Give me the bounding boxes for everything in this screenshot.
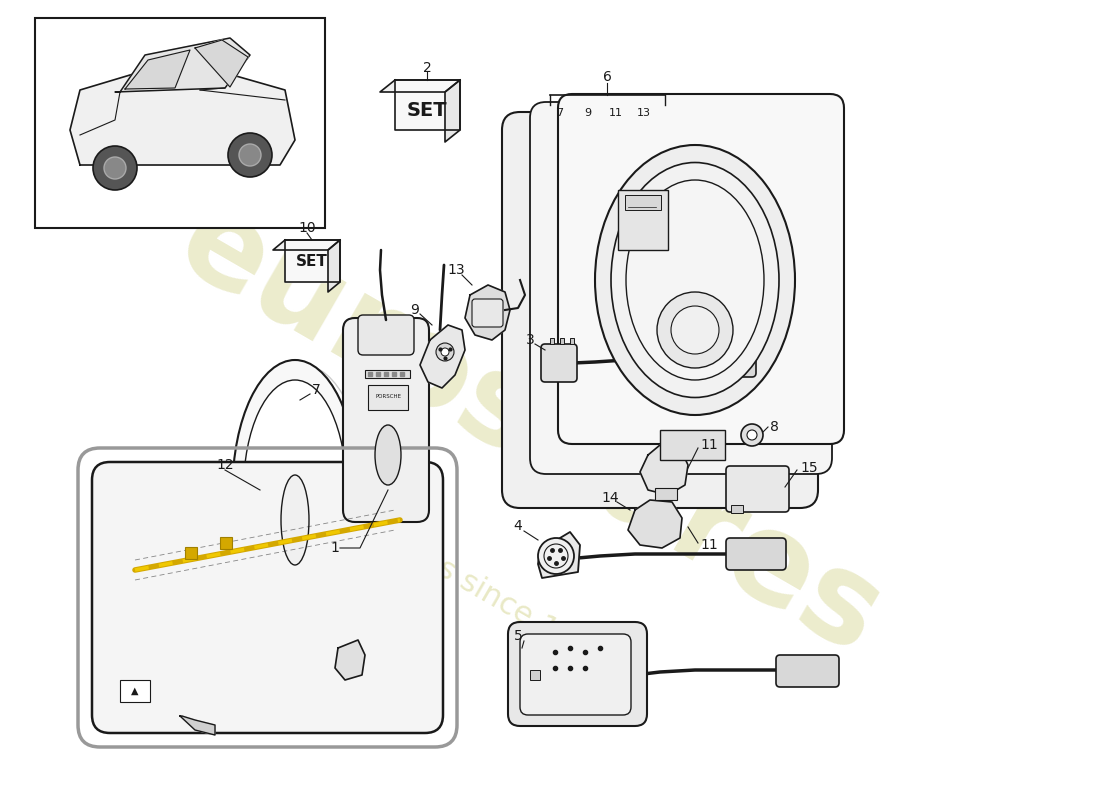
- Text: 5: 5: [514, 629, 522, 643]
- FancyBboxPatch shape: [541, 344, 578, 382]
- Circle shape: [657, 292, 733, 368]
- Circle shape: [538, 538, 574, 574]
- Polygon shape: [465, 285, 510, 340]
- FancyBboxPatch shape: [530, 102, 832, 474]
- Polygon shape: [180, 716, 214, 735]
- Polygon shape: [379, 80, 460, 92]
- Polygon shape: [195, 40, 248, 87]
- Circle shape: [747, 430, 757, 440]
- Circle shape: [441, 348, 449, 356]
- Bar: [185, 547, 197, 559]
- Text: 9: 9: [584, 108, 592, 118]
- Text: SET: SET: [407, 101, 448, 119]
- FancyBboxPatch shape: [726, 538, 786, 570]
- FancyBboxPatch shape: [502, 112, 818, 508]
- Circle shape: [741, 424, 763, 446]
- Text: 4: 4: [514, 519, 522, 533]
- FancyBboxPatch shape: [776, 655, 839, 687]
- Bar: [530, 670, 540, 680]
- Polygon shape: [336, 640, 365, 680]
- Text: a part for parts since 1985: a part for parts since 1985: [246, 446, 614, 674]
- Circle shape: [94, 146, 138, 190]
- Bar: [732, 505, 742, 513]
- Text: ▲: ▲: [131, 686, 139, 696]
- Polygon shape: [640, 445, 688, 495]
- Text: 7: 7: [311, 383, 320, 397]
- Bar: [365, 370, 410, 378]
- Text: 11: 11: [700, 538, 717, 552]
- Ellipse shape: [595, 145, 795, 415]
- Text: 7: 7: [557, 108, 563, 118]
- Bar: [560, 338, 564, 344]
- Ellipse shape: [375, 425, 402, 485]
- FancyBboxPatch shape: [696, 344, 756, 377]
- Bar: [35, 18, 324, 228]
- Text: 11: 11: [700, 438, 717, 452]
- Text: 10: 10: [298, 221, 316, 235]
- Polygon shape: [328, 240, 340, 292]
- Bar: [120, 680, 150, 702]
- Bar: [220, 537, 232, 549]
- Bar: [660, 430, 725, 460]
- Polygon shape: [116, 38, 250, 92]
- Text: 6: 6: [603, 70, 612, 84]
- Circle shape: [436, 343, 454, 361]
- Circle shape: [671, 306, 719, 354]
- Bar: [550, 338, 554, 344]
- Circle shape: [228, 133, 272, 177]
- FancyBboxPatch shape: [472, 299, 503, 327]
- FancyBboxPatch shape: [92, 462, 443, 733]
- Bar: [654, 488, 676, 500]
- Polygon shape: [628, 500, 682, 548]
- Text: 2: 2: [422, 61, 431, 75]
- Text: PORSCHE: PORSCHE: [375, 394, 402, 399]
- FancyBboxPatch shape: [520, 634, 631, 715]
- FancyBboxPatch shape: [558, 94, 844, 444]
- Polygon shape: [446, 80, 460, 142]
- Polygon shape: [285, 240, 340, 282]
- Ellipse shape: [243, 380, 346, 600]
- Text: 14: 14: [602, 491, 619, 505]
- Polygon shape: [420, 325, 465, 388]
- Bar: [625, 195, 661, 210]
- FancyBboxPatch shape: [726, 466, 789, 512]
- Bar: [618, 190, 668, 250]
- Ellipse shape: [610, 162, 779, 398]
- Polygon shape: [538, 532, 580, 578]
- Polygon shape: [125, 50, 190, 89]
- Bar: [570, 338, 574, 344]
- Ellipse shape: [280, 475, 309, 565]
- Text: 11: 11: [609, 108, 623, 118]
- FancyBboxPatch shape: [358, 315, 414, 355]
- Polygon shape: [70, 60, 295, 165]
- Polygon shape: [273, 240, 340, 250]
- Text: 3: 3: [526, 333, 535, 347]
- Text: 15: 15: [800, 461, 817, 475]
- Text: 8: 8: [770, 420, 779, 434]
- FancyBboxPatch shape: [508, 622, 647, 726]
- FancyBboxPatch shape: [343, 318, 429, 522]
- Bar: [368, 385, 408, 410]
- Text: 9: 9: [410, 303, 419, 317]
- Text: 12: 12: [217, 458, 234, 472]
- Text: 1: 1: [331, 541, 340, 555]
- Text: eurospares: eurospares: [157, 180, 902, 680]
- Circle shape: [239, 144, 261, 166]
- Circle shape: [104, 157, 126, 179]
- Ellipse shape: [232, 360, 358, 620]
- Text: 13: 13: [448, 263, 465, 277]
- Text: SET: SET: [296, 254, 328, 270]
- Ellipse shape: [626, 180, 764, 380]
- Text: 13: 13: [637, 108, 651, 118]
- Polygon shape: [395, 80, 460, 130]
